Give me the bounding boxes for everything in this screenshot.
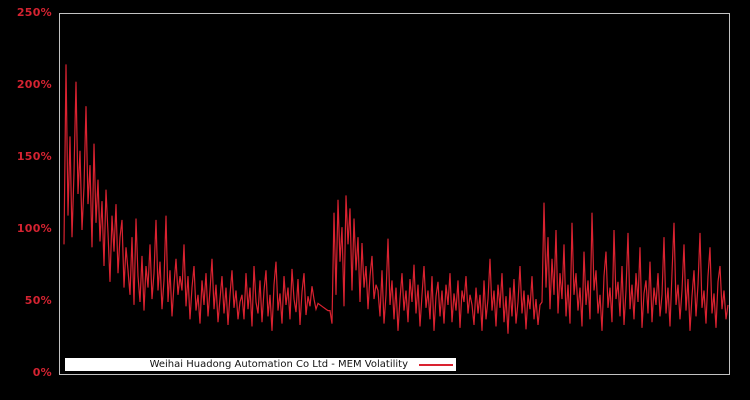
y-tick-label-250: 250% <box>16 6 52 19</box>
y-tick-label-100: 100% <box>16 222 52 235</box>
legend-label: Weihai Huadong Automation Co Ltd - MEM V… <box>149 359 408 370</box>
volatility-line-series <box>63 64 729 334</box>
plot-area: Weihai Huadong Automation Co Ltd - MEM V… <box>59 13 730 375</box>
legend-line-sample <box>419 363 453 366</box>
y-axis: 250% 200% 150% 100% 50% 0% <box>0 0 55 400</box>
legend: Weihai Huadong Automation Co Ltd - MEM V… <box>65 358 456 371</box>
y-tick-label-0: 0% <box>32 366 52 379</box>
y-tick-label-50: 50% <box>24 294 52 307</box>
y-tick-label-150: 150% <box>16 150 52 163</box>
y-tick-label-200: 200% <box>16 78 52 91</box>
